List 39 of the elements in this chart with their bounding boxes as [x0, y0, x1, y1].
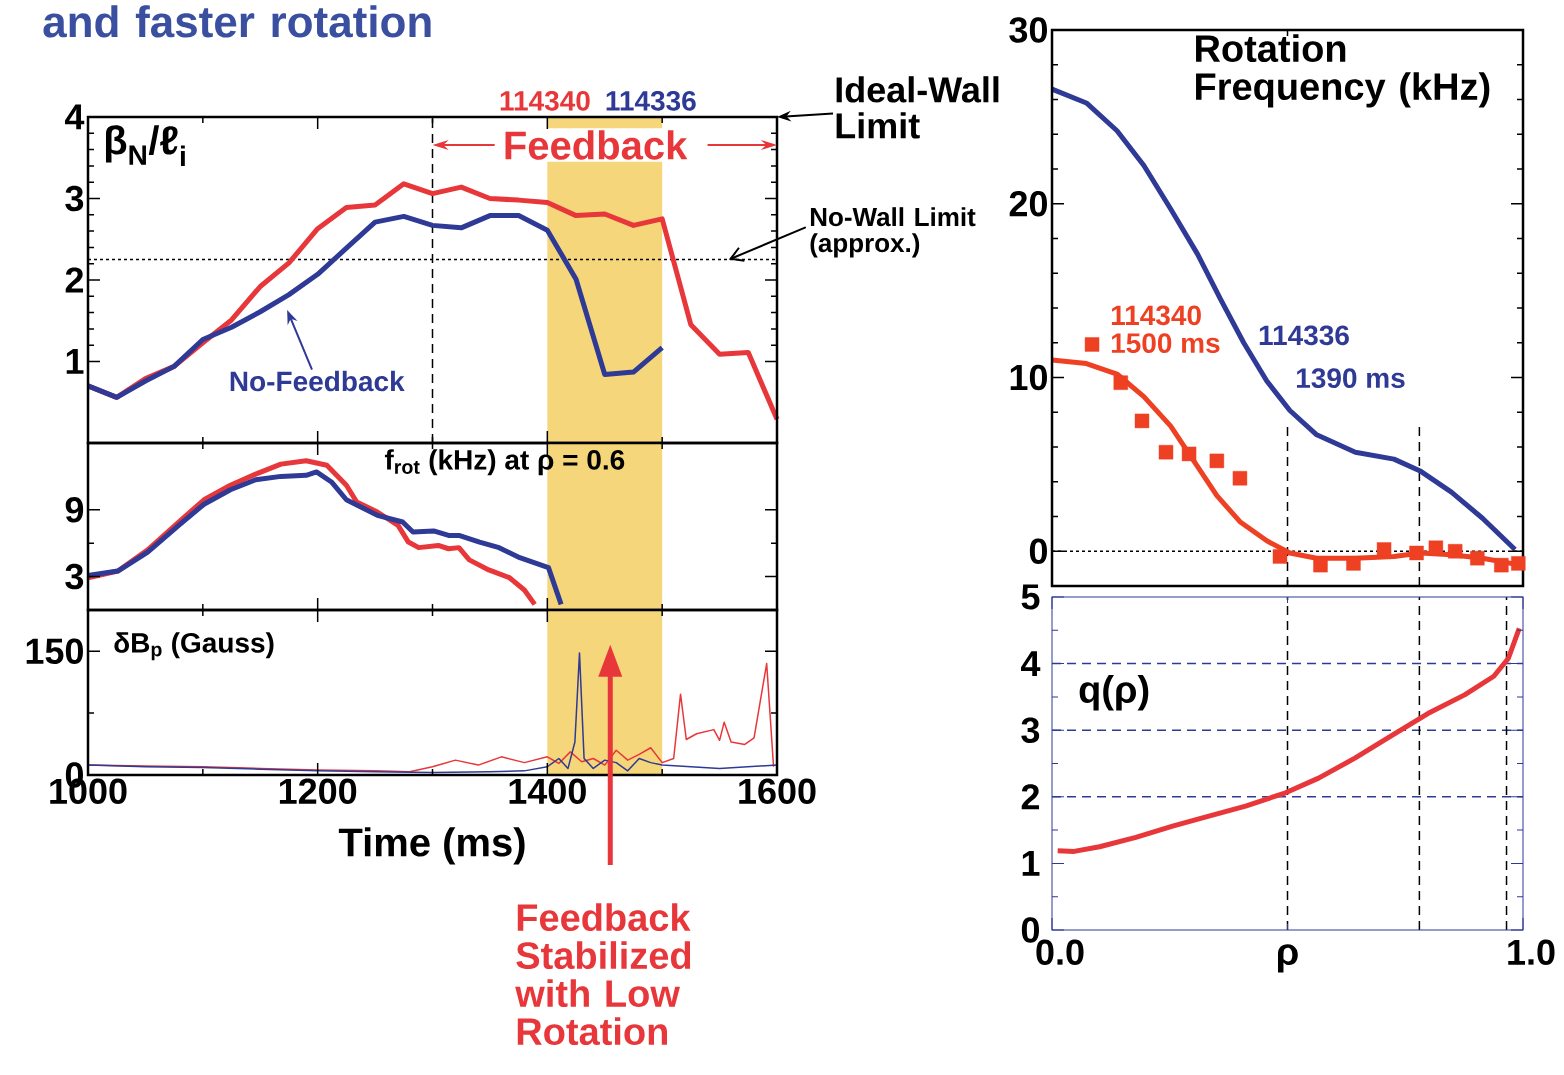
y-tick-label: 1: [66, 349, 84, 374]
x-axis-title: ρ: [1278, 944, 1298, 973]
annotation: 1390 ms: [1297, 368, 1405, 389]
x-axis-title: Time (ms): [338, 827, 525, 865]
y-tick-label: 3: [1021, 717, 1040, 743]
y-tick-label: 4: [1021, 651, 1041, 676]
x-tick-label: 1.0: [1508, 939, 1555, 965]
y-tick-label: 150: [26, 638, 83, 664]
y-tick-label: 9: [65, 497, 84, 523]
y-axis-title: β$_{N}$/ℓ$_{i}$: [105, 125, 185, 166]
legend-label: No-Wall Limit (approx.): [810, 207, 976, 258]
chart-title: and faster rotation: [43, 5, 431, 38]
text: Ideal-Wall Limit: [836, 76, 999, 139]
y-tick-label: 10: [1010, 364, 1047, 391]
series-label: 114336: [1259, 325, 1349, 346]
annotation: No-Feedback: [230, 370, 405, 392]
y-tick-label: 2: [1021, 784, 1040, 810]
y-axis-title: δB$_{p}$ (Gauss): [114, 632, 274, 661]
annotation: 1500 ms: [1111, 333, 1220, 354]
y-axis-title: f$_{rot}$ (kHz) at ρ = 0.6: [384, 449, 625, 476]
y-tick-label: 3: [65, 185, 84, 212]
y-axis-title: q(ρ): [1079, 675, 1149, 711]
y-tick-label: 4: [65, 104, 85, 130]
text: Rotation Frequency (kHz): [1196, 34, 1490, 108]
y-tick-label: 0: [1029, 538, 1047, 564]
text: 114340: [500, 90, 590, 111]
y-tick-label: 2: [65, 267, 84, 293]
y-tick-label: 30: [1009, 17, 1047, 43]
annotation: Feedback: [505, 130, 688, 160]
y-tick-label: 1: [1022, 851, 1040, 876]
x-tick-label: 1400: [509, 778, 586, 804]
text: 114336: [606, 90, 696, 111]
x-tick-label: 1600: [739, 778, 816, 804]
text: Feedback Stabilized with Low Rotation: [515, 903, 691, 1046]
series-label: 114340: [1111, 305, 1201, 326]
y-tick-label: 5: [1021, 584, 1040, 610]
x-tick-label: 1200: [279, 778, 357, 804]
y-tick-label: 20: [1009, 191, 1047, 217]
y-tick-label: 3: [65, 563, 84, 590]
